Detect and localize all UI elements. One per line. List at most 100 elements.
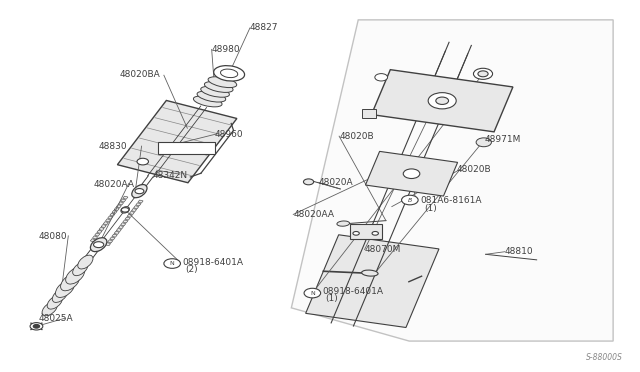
Circle shape: [375, 74, 388, 81]
Text: 48020AA: 48020AA: [293, 210, 334, 219]
Text: 08918-6401A: 08918-6401A: [323, 287, 383, 296]
Circle shape: [474, 68, 493, 79]
Bar: [158, 142, 216, 154]
Polygon shape: [131, 209, 136, 212]
Circle shape: [401, 195, 418, 205]
Polygon shape: [106, 243, 111, 246]
Circle shape: [93, 242, 104, 248]
Circle shape: [353, 231, 359, 235]
Polygon shape: [99, 227, 104, 231]
Polygon shape: [106, 219, 111, 222]
Polygon shape: [90, 239, 95, 242]
Text: N: N: [310, 291, 315, 296]
Ellipse shape: [201, 86, 229, 97]
Polygon shape: [134, 206, 139, 209]
Circle shape: [304, 288, 321, 298]
Circle shape: [372, 231, 378, 235]
Polygon shape: [127, 214, 132, 217]
Text: 48342N: 48342N: [152, 171, 188, 180]
Circle shape: [33, 324, 40, 328]
Text: 48070M: 48070M: [365, 245, 401, 254]
Polygon shape: [116, 228, 122, 231]
Text: 48020B: 48020B: [457, 165, 492, 174]
Ellipse shape: [90, 238, 107, 251]
Polygon shape: [291, 20, 613, 341]
Polygon shape: [138, 200, 143, 203]
Polygon shape: [116, 205, 122, 208]
Circle shape: [403, 169, 420, 179]
Text: 48020A: 48020A: [318, 178, 353, 187]
Text: 48020B: 48020B: [339, 132, 374, 141]
Text: S-88000S: S-88000S: [586, 353, 623, 362]
Ellipse shape: [56, 280, 74, 298]
Polygon shape: [112, 234, 117, 237]
Text: (1): (1): [326, 295, 339, 304]
Text: 08918-6401A: 08918-6401A: [182, 257, 243, 267]
Ellipse shape: [47, 295, 62, 309]
Polygon shape: [93, 236, 98, 239]
Ellipse shape: [78, 255, 93, 269]
Polygon shape: [95, 233, 100, 236]
Polygon shape: [371, 70, 513, 132]
Circle shape: [137, 158, 148, 165]
Polygon shape: [129, 211, 134, 214]
Polygon shape: [121, 199, 126, 202]
Polygon shape: [365, 151, 458, 196]
Text: (1): (1): [424, 203, 436, 213]
Polygon shape: [117, 100, 237, 183]
Bar: [362, 109, 376, 118]
Ellipse shape: [221, 69, 238, 78]
Ellipse shape: [208, 77, 237, 87]
Ellipse shape: [121, 207, 129, 213]
Ellipse shape: [61, 273, 79, 291]
Text: 48960: 48960: [215, 130, 243, 139]
Ellipse shape: [197, 91, 226, 102]
Polygon shape: [114, 208, 119, 211]
Text: 48020BA: 48020BA: [119, 70, 160, 79]
Text: 48980: 48980: [212, 45, 240, 54]
Polygon shape: [108, 240, 113, 243]
Ellipse shape: [337, 221, 349, 226]
Circle shape: [164, 259, 180, 268]
Text: 48025A: 48025A: [38, 314, 73, 323]
Polygon shape: [114, 231, 119, 234]
Ellipse shape: [132, 185, 147, 198]
Text: B: B: [408, 198, 412, 202]
Polygon shape: [306, 235, 439, 327]
Text: (2): (2): [186, 265, 198, 274]
Polygon shape: [112, 210, 117, 214]
Circle shape: [122, 208, 129, 212]
Ellipse shape: [214, 65, 244, 81]
Circle shape: [478, 71, 488, 77]
Polygon shape: [125, 217, 130, 220]
Polygon shape: [123, 220, 128, 223]
Circle shape: [476, 138, 492, 147]
Polygon shape: [123, 196, 128, 199]
Polygon shape: [110, 237, 115, 240]
Polygon shape: [110, 213, 115, 216]
Circle shape: [436, 97, 449, 105]
Polygon shape: [97, 230, 102, 233]
Text: 48971M: 48971M: [484, 135, 521, 144]
Circle shape: [303, 179, 314, 185]
Text: 48020AA: 48020AA: [94, 180, 135, 189]
Polygon shape: [101, 225, 106, 228]
Circle shape: [135, 189, 144, 194]
Ellipse shape: [362, 270, 378, 276]
Ellipse shape: [42, 302, 58, 316]
Text: 48830: 48830: [99, 142, 127, 151]
Text: N: N: [170, 261, 175, 266]
Ellipse shape: [52, 289, 67, 302]
Polygon shape: [121, 223, 126, 226]
Text: 48827: 48827: [250, 23, 278, 32]
Polygon shape: [118, 202, 124, 205]
Text: 48810: 48810: [505, 247, 533, 256]
Polygon shape: [103, 222, 108, 225]
Polygon shape: [136, 203, 141, 206]
Circle shape: [428, 93, 456, 109]
Text: 48080: 48080: [38, 232, 67, 241]
Polygon shape: [108, 216, 113, 219]
Ellipse shape: [66, 267, 84, 284]
Bar: [349, 224, 381, 238]
Ellipse shape: [204, 81, 233, 92]
